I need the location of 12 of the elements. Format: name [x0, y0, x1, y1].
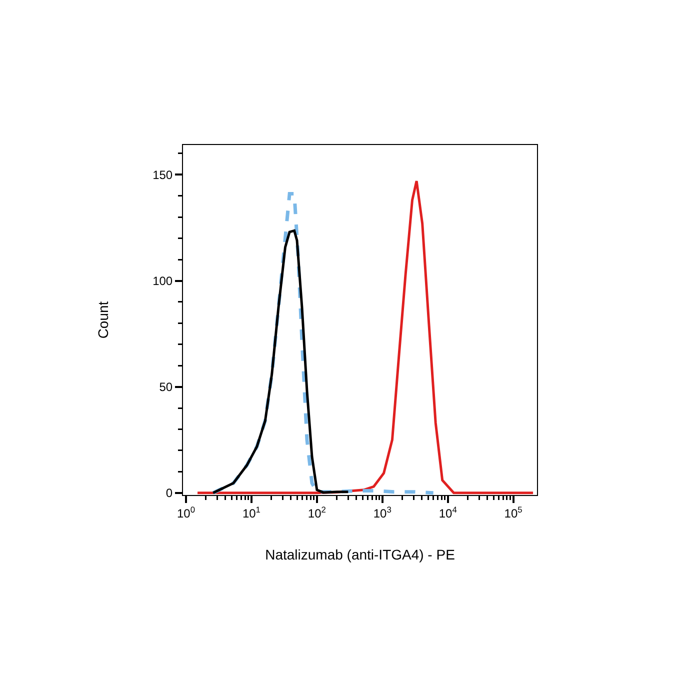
x-tick-label: 10$^{0}$ [176, 504, 196, 520]
x-tick-label: 10$^{4}$ [438, 504, 458, 520]
y-tick-label: 100 [152, 274, 173, 288]
y-tick-label: 150 [152, 168, 173, 182]
y-tick-label: 50 [159, 380, 173, 394]
y-tick-label: 0 [166, 486, 173, 500]
x-tick-label: 10$^{1}$ [242, 504, 261, 520]
x-tick-label: 10$^{5}$ [504, 504, 523, 520]
y-axis-title: Count [95, 301, 112, 339]
x-axis-title: Natalizumab (anti-ITGA4) - PE [265, 546, 455, 563]
x-tick-label: 10$^{3}$ [373, 504, 392, 520]
x-tick-label: 10$^{2}$ [308, 504, 326, 520]
